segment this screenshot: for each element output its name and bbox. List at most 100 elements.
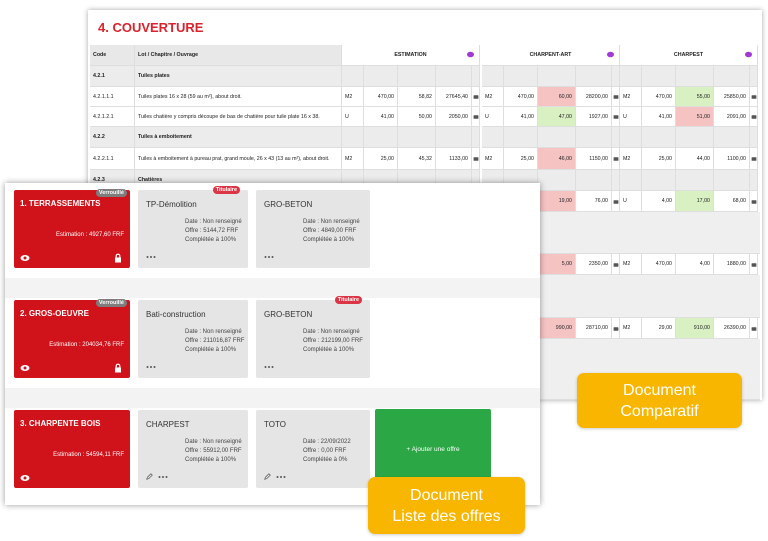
unit-cell [620, 127, 642, 148]
lot-estimation: Estimation : 204034,76 FRF [49, 342, 124, 348]
total-cell: 28710,00 [576, 318, 612, 339]
unit-cell: M2 [620, 148, 642, 170]
icon-cell [750, 66, 758, 87]
offer-card: GRO-BETON Date : Non renseigné Offre : 484… [256, 190, 370, 268]
qty-cell: 470,00 [364, 87, 398, 107]
price-cell [538, 170, 576, 191]
offer-name: GRO-BETON [264, 310, 313, 319]
unit-cell: M2 [620, 318, 642, 339]
price-cell [398, 127, 436, 148]
total-cell [714, 66, 750, 87]
qty-cell: 41,00 [364, 107, 398, 127]
unit-cell: M2 [620, 87, 642, 107]
offer-card: Bati-construction Date : Non renseigné Off… [138, 300, 248, 378]
total-cell [576, 170, 612, 191]
callout-line: Document [410, 486, 483, 504]
offer-completee: Complétée à 100% [185, 237, 237, 243]
price-cell [398, 66, 436, 87]
note-icon [473, 115, 479, 119]
qty-cell [642, 127, 676, 148]
offer-info: Date : Non renseigné Offre : 5144,72 FRF C… [185, 218, 242, 245]
note-icon [751, 326, 757, 331]
qty-cell [364, 127, 398, 148]
add-offer-button[interactable]: + Ajouter une offre [375, 409, 491, 489]
icon-cell [750, 254, 758, 275]
lot-estimation: Estimation : 54594,11 FRF [53, 452, 124, 458]
more-icon [264, 366, 274, 368]
qty-cell [364, 66, 398, 87]
icon-cell [750, 318, 758, 339]
offer-date: Date : Non renseigné [303, 219, 360, 225]
price-cell: 44,00 [676, 148, 714, 170]
lock-icon [115, 363, 121, 373]
price-cell: 58,82 [398, 87, 436, 107]
note-icon [613, 115, 619, 119]
comment-icon [745, 51, 752, 58]
total-cell [714, 127, 750, 148]
offer-offre: Offre : 212199,00 FRF [303, 338, 363, 344]
price-cell: 46,00 [538, 148, 576, 170]
code-cell: 4.2.2.1.1 [90, 148, 135, 170]
offer-name: Bati-construction [146, 310, 206, 319]
offer-completee: Complétée à 0% [303, 457, 348, 463]
unit-cell [482, 66, 504, 87]
icon-cell [472, 148, 480, 170]
total-cell [576, 66, 612, 87]
total-cell [714, 170, 750, 191]
qty-cell: 41,00 [504, 107, 538, 127]
offer-card: CHARPEST Date : Non renseigné Offre : 5591… [138, 410, 248, 488]
price-cell: 17,00 [676, 191, 714, 212]
note-icon [751, 115, 757, 119]
callout-liste: Document Liste des offres [368, 477, 525, 534]
icon-cell [750, 107, 758, 127]
qty-cell: 29,00 [642, 318, 676, 339]
icon-cell [472, 127, 480, 148]
offer-date: Date : Non renseigné [185, 439, 242, 445]
total-cell: 1880,00 [714, 254, 750, 275]
icon-cell [612, 170, 620, 191]
price-cell: 51,00 [676, 107, 714, 127]
label-cell: Tuiles plates 16 x 28 (59 au m²), about … [135, 87, 342, 107]
more-icon [264, 256, 274, 258]
icon-cell [750, 148, 758, 170]
total-cell: 1100,00 [714, 148, 750, 170]
lot-estimation: Estimation : 4927,60 FRF [55, 232, 124, 238]
total-cell: 1133,00 [436, 148, 472, 170]
unit-cell: U [620, 191, 642, 212]
view-icon [20, 255, 30, 261]
price-cell: 45,32 [398, 148, 436, 170]
icon-cell [612, 318, 620, 339]
unit-cell [342, 66, 364, 87]
total-cell: 68,00 [714, 191, 750, 212]
icon-cell [612, 254, 620, 275]
unit-cell [482, 127, 504, 148]
more-icon [146, 256, 156, 258]
total-cell: 25850,00 [714, 87, 750, 107]
callout-line: Comparatif [620, 402, 699, 420]
qty-cell [504, 66, 538, 87]
icon-cell [472, 87, 480, 107]
offer-name: CHARPEST [146, 420, 190, 429]
total-cell: 2091,00 [714, 107, 750, 127]
total-cell: 1150,00 [576, 148, 612, 170]
lot-card: 1. TERRASSEMENTS Verrouillé Estimation : 4… [14, 189, 130, 268]
offer-offre: Offre : 55912,00 FRF [185, 448, 242, 454]
offer-name: TP-Démolition [146, 200, 197, 209]
icon-cell [750, 127, 758, 148]
icon-cell [750, 87, 758, 107]
note-icon [613, 326, 619, 331]
offer-info: Date : Non renseigné Offre : 4849,00 FRF C… [303, 218, 360, 245]
label-cell: Tuiles chatière y compris découpe de bas… [135, 107, 342, 127]
offer-info: Date : Non renseigné Offre : 212199,00 FR… [303, 328, 363, 355]
qty-cell: 470,00 [642, 87, 676, 107]
lot-card: 2. GROS-OEUVRE Verrouillé Estimation : 204… [14, 299, 130, 378]
icon-cell [612, 87, 620, 107]
note-icon [473, 95, 479, 99]
unit-cell: U [620, 107, 642, 127]
price-cell [676, 170, 714, 191]
price-cell: 47,00 [538, 107, 576, 127]
icon-cell [612, 127, 620, 148]
view-icon [20, 475, 30, 481]
unit-cell: M2 [342, 148, 364, 170]
comment-icon [607, 51, 614, 58]
